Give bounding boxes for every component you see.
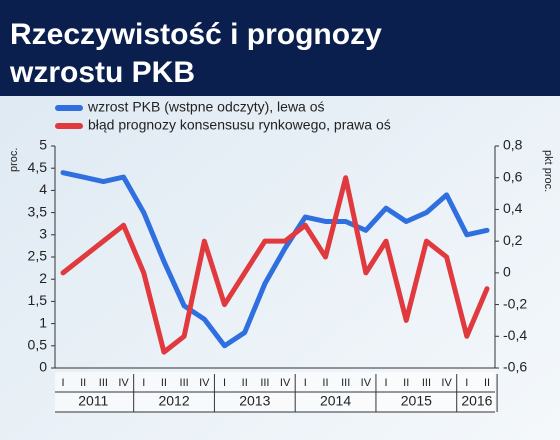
x-group-label: 2011: [78, 393, 108, 409]
y2-tick-label: 0,2: [503, 232, 523, 248]
y-tick-label: 3,5: [28, 203, 48, 219]
x-group-label: 2014: [320, 393, 351, 409]
title-part: Rzeczywistość i prognozy: [10, 18, 382, 51]
y2-tick-label: 0,8: [503, 137, 523, 153]
x-tick-label: II: [80, 377, 86, 389]
y2-tick-label: 0,6: [503, 168, 523, 184]
y2-tick-label: -0,2: [503, 295, 527, 311]
x-tick-label: I: [61, 377, 64, 389]
y-tick-label: 0,5: [28, 337, 48, 353]
x-tick-label: I: [465, 377, 468, 389]
x-tick-label: II: [161, 377, 167, 389]
series-line: [60, 175, 490, 355]
y-tick-label: 5: [39, 137, 47, 153]
x-tick-label: I: [142, 377, 145, 389]
chart-title: Rzeczywistość i prognozy: [10, 18, 382, 51]
title-part: wzrostu PKB: [9, 56, 195, 89]
y-tick-label: 2,5: [28, 248, 48, 264]
x-tick-label: III: [180, 377, 189, 389]
x-tick-label: I: [304, 377, 307, 389]
series-line: [60, 170, 490, 349]
title-band: [0, 0, 560, 96]
y-tick-label: 2: [39, 270, 47, 286]
x-tick-label: IV: [199, 377, 210, 389]
y2-tick-label: 0: [503, 264, 511, 280]
x-tick-label: III: [99, 377, 108, 389]
y-tick-label: 0: [39, 359, 47, 375]
x-group-label: 2016: [461, 393, 492, 409]
x-tick-label: II: [242, 377, 248, 389]
x-group-label: 2012: [158, 393, 189, 409]
chart-title-line-2: wzrostu PKB: [9, 56, 195, 89]
y-tick-label: 1,5: [28, 292, 48, 308]
x-tick-label: I: [385, 377, 388, 389]
x-tick-label: IV: [280, 377, 291, 389]
y2-axis-label: pkt proc.: [542, 150, 554, 192]
y-axis-label: proc.: [8, 148, 20, 172]
x-tick-label: II: [403, 377, 409, 389]
y2-tick-label: -0,4: [503, 327, 527, 343]
y-tick-label: 3: [39, 226, 47, 242]
x-tick-label: II: [484, 377, 490, 389]
x-tick-label: I: [223, 377, 226, 389]
y-tick-label: 4,5: [28, 159, 48, 175]
x-tick-label: III: [260, 377, 269, 389]
x-tick-label: IV: [118, 377, 129, 389]
x-tick-label: IV: [441, 377, 452, 389]
y-tick-label: 4: [39, 181, 47, 197]
legend-label: błąd prognozy konsensusu rynkowego, praw…: [88, 117, 391, 133]
legend-label: wzrost PKB (wstpne odczyty), lewa oś: [87, 99, 325, 115]
y-tick-label: 1: [39, 314, 47, 330]
y2-tick-label: 0,4: [503, 200, 523, 216]
x-tick-label: III: [422, 377, 431, 389]
x-group-label: 2013: [239, 393, 270, 409]
x-tick-label: II: [322, 377, 328, 389]
x-group-label: 2015: [401, 393, 432, 409]
x-tick-label: III: [341, 377, 350, 389]
x-tick-label: IV: [361, 377, 372, 389]
y2-tick-label: -0,6: [503, 359, 527, 375]
